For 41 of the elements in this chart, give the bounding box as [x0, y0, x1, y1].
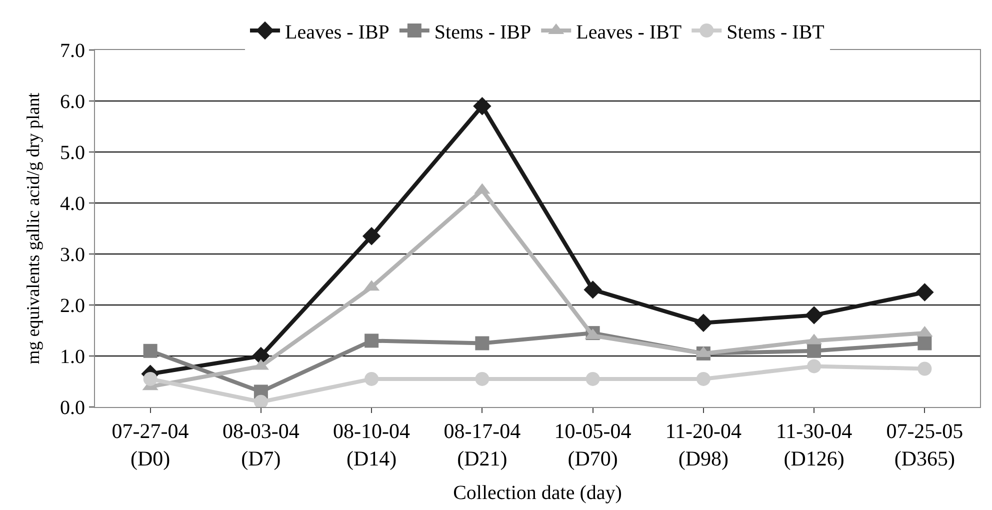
- x-axis-title: Collection date (day): [453, 482, 622, 504]
- point: [694, 314, 713, 332]
- point: [584, 280, 602, 299]
- x-tick-label: 11-20-04 (D98): [665, 419, 742, 470]
- point: [918, 362, 932, 376]
- x-tick-label: 08-03-04 (D7): [222, 419, 300, 470]
- y-tick-label: 6.0: [60, 91, 85, 113]
- x-tick-label: 11-30-04 (D126): [776, 419, 853, 470]
- point: [364, 334, 379, 348]
- point: [143, 344, 158, 358]
- point: [916, 283, 934, 302]
- point: [696, 372, 710, 386]
- point: [362, 227, 381, 246]
- point: [804, 306, 824, 324]
- legend-label: Stems - IBP: [434, 21, 532, 44]
- y-tick-label: 0.0: [60, 397, 85, 419]
- y-tick-label: 1.0: [60, 346, 85, 368]
- x-tick-label: 07-25-05 (D365): [886, 419, 964, 470]
- point: [807, 344, 822, 358]
- legend-label: Stems - IBT: [726, 21, 824, 44]
- point: [254, 394, 268, 407]
- point: [475, 372, 490, 386]
- point: [918, 336, 932, 350]
- point: [475, 336, 490, 350]
- point: [473, 97, 492, 116]
- legend-label: Leaves - IBP: [285, 21, 390, 44]
- y-tick-label: 4.0: [60, 193, 85, 215]
- x-tick-label: 10-05-04 (D70): [554, 419, 632, 470]
- y-axis-title: mg equivalents gallic acid/g dry plant: [23, 92, 44, 364]
- point: [143, 372, 158, 386]
- x-tick-label: 08-17-04 (D21): [444, 419, 522, 470]
- x-tick-label: 08-10-04 (D14): [333, 419, 411, 470]
- point: [586, 372, 600, 386]
- y-tick-label: 7.0: [60, 40, 85, 62]
- point: [807, 359, 822, 374]
- legend-label: Leaves - IBT: [576, 21, 682, 44]
- x-tick-label: 07-27-04 (D0): [112, 419, 190, 470]
- y-tick-label: 2.0: [60, 295, 85, 317]
- y-tick-label: 3.0: [60, 244, 85, 266]
- point: [364, 372, 379, 386]
- y-tick-label: 5.0: [60, 142, 85, 164]
